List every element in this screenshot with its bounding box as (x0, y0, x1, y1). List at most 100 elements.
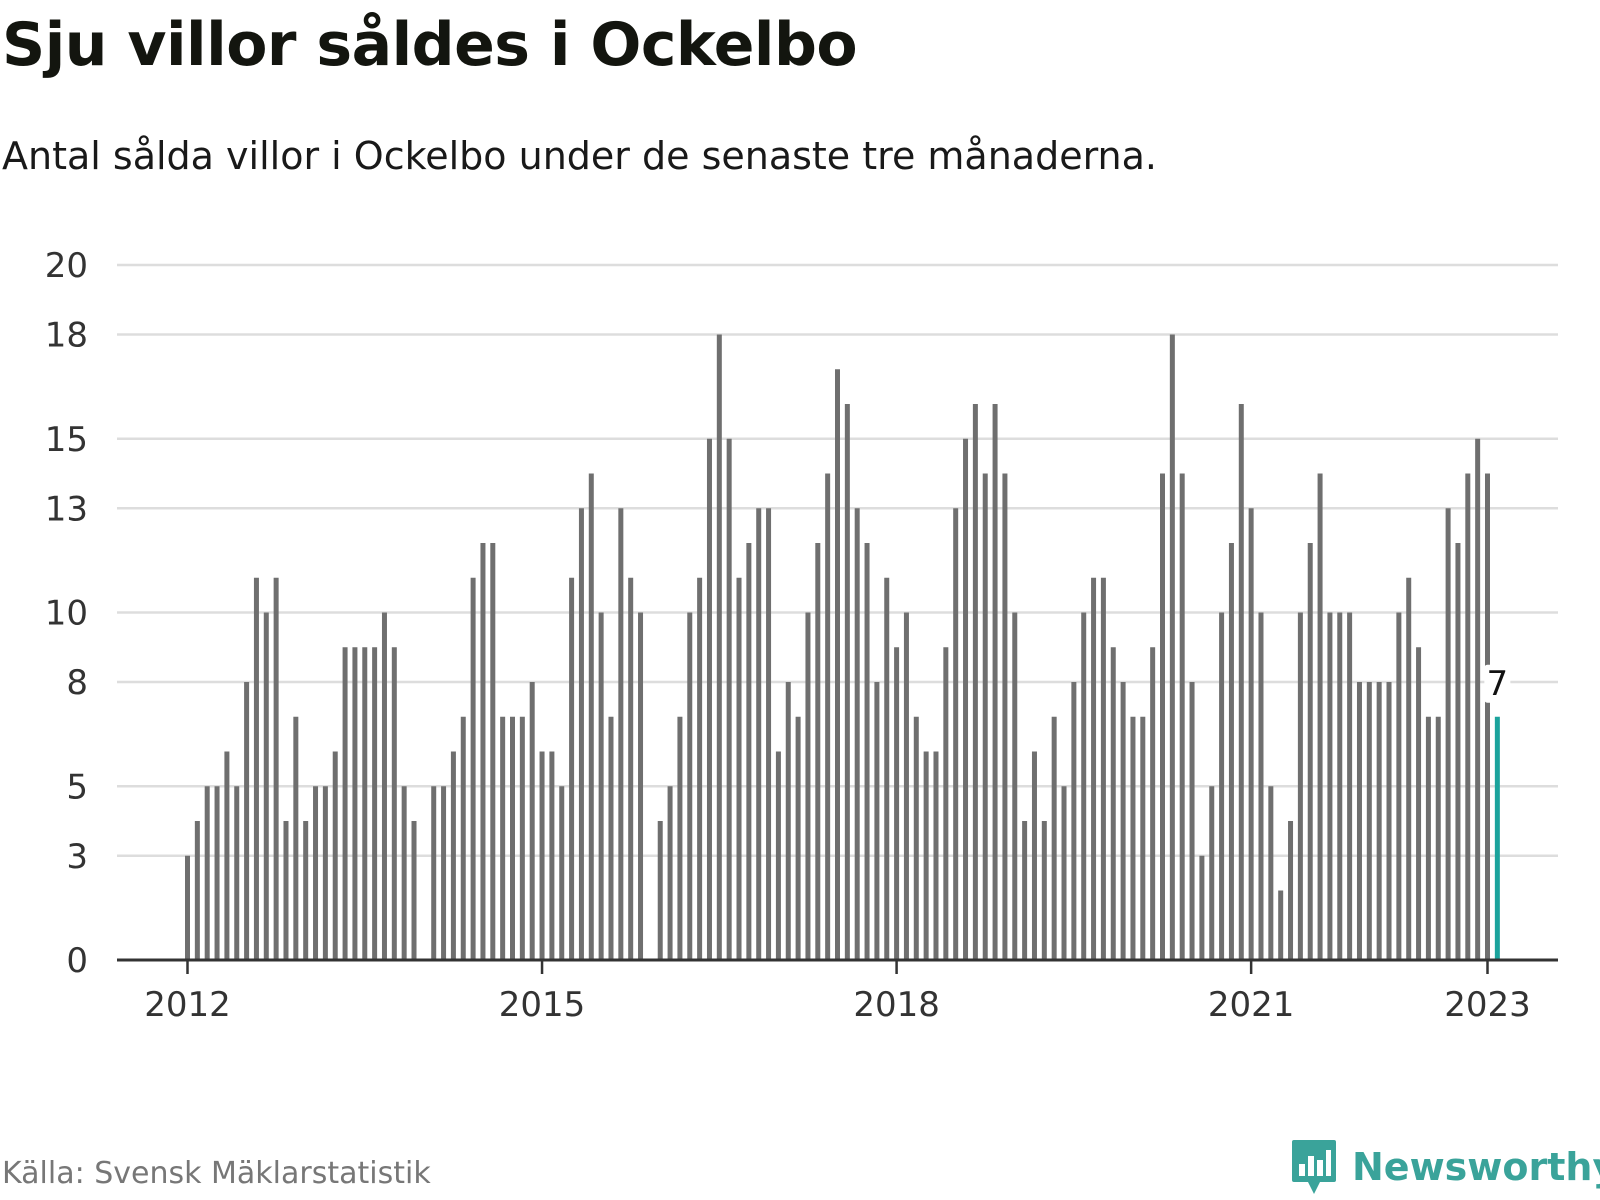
bar (1081, 612, 1087, 960)
bar (943, 647, 949, 960)
bar (1160, 473, 1165, 960)
bar (687, 612, 693, 960)
bar (253, 577, 259, 960)
bar (706, 438, 712, 960)
bar (1278, 890, 1284, 960)
bar (1209, 786, 1215, 960)
source-note: Källa: Svensk Mäklarstatistik (2, 1156, 431, 1191)
bar (972, 404, 978, 960)
bar (1199, 855, 1205, 960)
bar (608, 716, 614, 960)
bar-chart: 0 3 5 8 10 13 15 18 20 2012 2015 2018 2021 2023 7 (45, 246, 1558, 1025)
bar (441, 786, 447, 960)
bar (1140, 716, 1146, 960)
bar (1022, 821, 1028, 960)
bar (657, 821, 663, 960)
y-tick-label: 5 (66, 767, 88, 807)
bar (293, 716, 299, 960)
bar (1228, 543, 1234, 960)
bar (569, 577, 575, 960)
bar (1376, 682, 1382, 960)
bar (953, 508, 959, 960)
x-axis (117, 958, 1558, 974)
bar (844, 404, 850, 960)
bar (1327, 612, 1333, 960)
bar (618, 508, 624, 960)
y-tick-label: 13 (45, 489, 88, 529)
bar (1465, 473, 1471, 960)
bar (322, 786, 328, 960)
bar (1475, 438, 1481, 960)
y-tick-labels: 0 3 5 8 10 13 15 18 20 (45, 246, 88, 981)
bar (578, 508, 584, 960)
bar (1366, 682, 1372, 960)
bar (785, 682, 791, 960)
highlight-label-bg (1484, 664, 1511, 703)
bar (1307, 543, 1313, 960)
bar (529, 682, 535, 960)
bar (470, 577, 476, 960)
bar (352, 647, 358, 960)
bar (716, 334, 722, 960)
bar (805, 612, 811, 960)
bar (1110, 647, 1116, 960)
bar (460, 716, 466, 960)
bar (1051, 716, 1057, 960)
bar (342, 647, 348, 960)
bar (894, 647, 900, 960)
bar (726, 438, 732, 960)
bar (411, 821, 417, 960)
bar (332, 751, 338, 960)
bar (1169, 334, 1175, 960)
bar (933, 751, 939, 960)
bar (1031, 751, 1037, 960)
bar (303, 821, 309, 960)
bar (244, 682, 250, 960)
x-tick-label: 2021 (1208, 985, 1295, 1025)
bar (1238, 404, 1244, 960)
y-tick-label: 0 (66, 941, 88, 981)
y-tick-label: 18 (45, 316, 88, 356)
bar (746, 543, 752, 960)
x-tick-labels: 2012 2015 2018 2021 2023 (144, 985, 1531, 1025)
bar (992, 404, 998, 960)
bar (1130, 716, 1136, 960)
bar (549, 751, 555, 960)
x-tick-label: 2015 (499, 985, 586, 1025)
x-tick-label: 2023 (1444, 985, 1531, 1025)
bar (854, 508, 860, 960)
y-tick-label: 8 (66, 663, 88, 703)
x-tick-label: 2018 (853, 985, 940, 1025)
bar (1219, 612, 1225, 960)
bar (1071, 682, 1077, 960)
bar (775, 751, 781, 960)
bar (598, 612, 604, 960)
y-tick-label: 3 (66, 837, 88, 877)
bar (1425, 716, 1431, 960)
bar (638, 612, 644, 960)
bar (539, 751, 545, 960)
bar (1406, 577, 1412, 960)
bar (884, 577, 890, 960)
bar (677, 716, 683, 960)
bar (835, 369, 840, 960)
bar (519, 716, 525, 960)
chart-subtitle: Antal sålda villor i Ockelbo under de se… (2, 134, 1157, 178)
bar (1416, 647, 1422, 960)
x-tick-label: 2012 (144, 985, 231, 1025)
bar (1189, 682, 1195, 960)
bar (224, 751, 230, 960)
bar (1485, 473, 1490, 960)
bar (1248, 508, 1254, 960)
bar (815, 543, 821, 960)
highlight-value-label: 7 (1487, 664, 1509, 704)
bar (913, 716, 919, 960)
bar (204, 786, 210, 960)
bar (697, 577, 703, 960)
bar (756, 508, 762, 960)
bar (1179, 473, 1185, 960)
bar (283, 821, 289, 960)
brand-logo: Newsworthy (1290, 1138, 1600, 1196)
bar (372, 647, 378, 960)
bar (1347, 612, 1353, 960)
